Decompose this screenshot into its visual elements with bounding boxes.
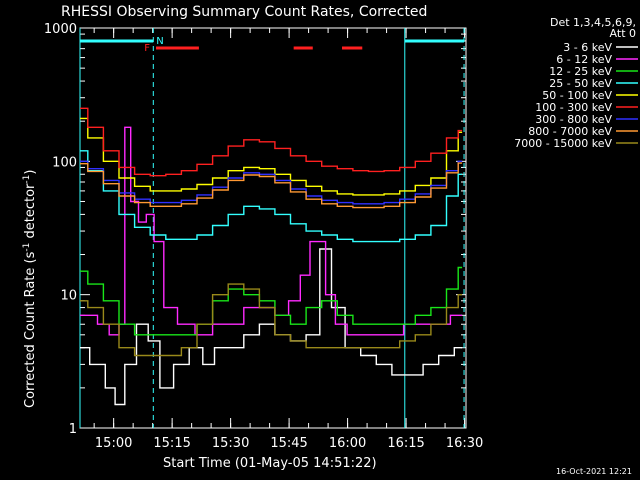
legend-label: 25 - 50 keV	[549, 77, 612, 90]
x-tick-label: 15:00	[95, 436, 132, 451]
x-tick-label: 16:00	[329, 436, 366, 451]
legend-label: 800 - 7000 keV	[528, 125, 612, 138]
chart-title: RHESSI Observing Summary Count Rates, Co…	[61, 4, 427, 20]
legend-label: 6 - 12 keV	[556, 53, 612, 66]
legend-label: 300 - 800 keV	[535, 113, 612, 126]
y-tick-label: 1	[69, 422, 77, 437]
series-layer	[80, 107, 463, 406]
series-line	[80, 248, 463, 406]
legend-label: 3 - 6 keV	[563, 41, 612, 54]
x-axis-label: Start Time (01-May-05 14:51:22)	[163, 456, 377, 471]
series-line	[80, 150, 463, 243]
legend-label: 7000 - 15000 keV	[514, 137, 612, 150]
legend-title-line: Att 0	[610, 27, 636, 40]
legend-label: 12 - 25 keV	[549, 65, 612, 78]
x-axis: 15:00 15:15 15:30 15:45 16:00 16:15 16:30	[93, 28, 483, 451]
observing-annotations: NF	[79, 28, 465, 428]
series-line	[80, 126, 463, 336]
x-tick-label: 16:30	[446, 436, 483, 451]
x-tick-label: 15:45	[270, 436, 307, 451]
x-tick-label: 15:15	[153, 436, 190, 451]
flare-label: F	[144, 43, 150, 54]
y-tick-label: 10	[60, 289, 77, 304]
timestamp: 16-Oct-2021 12:21	[556, 467, 632, 476]
series-line	[80, 107, 463, 177]
series-line	[80, 162, 463, 209]
series-line	[80, 283, 463, 357]
legend-title-line: Det 1,3,4,5,6,9,	[550, 16, 636, 29]
x-tick-label: 15:30	[212, 436, 249, 451]
night-label: N	[156, 36, 163, 47]
y-tick-label: 100	[52, 155, 77, 170]
y-tick-label: 1000	[44, 22, 77, 37]
y-axis-label: Corrected Count Rate (s-1 detector-1)	[22, 170, 38, 408]
legend-label: 100 - 300 keV	[535, 101, 612, 114]
legend-label: 50 - 100 keV	[542, 89, 612, 102]
series-line	[80, 117, 463, 196]
x-tick-label: 16:15	[387, 436, 424, 451]
